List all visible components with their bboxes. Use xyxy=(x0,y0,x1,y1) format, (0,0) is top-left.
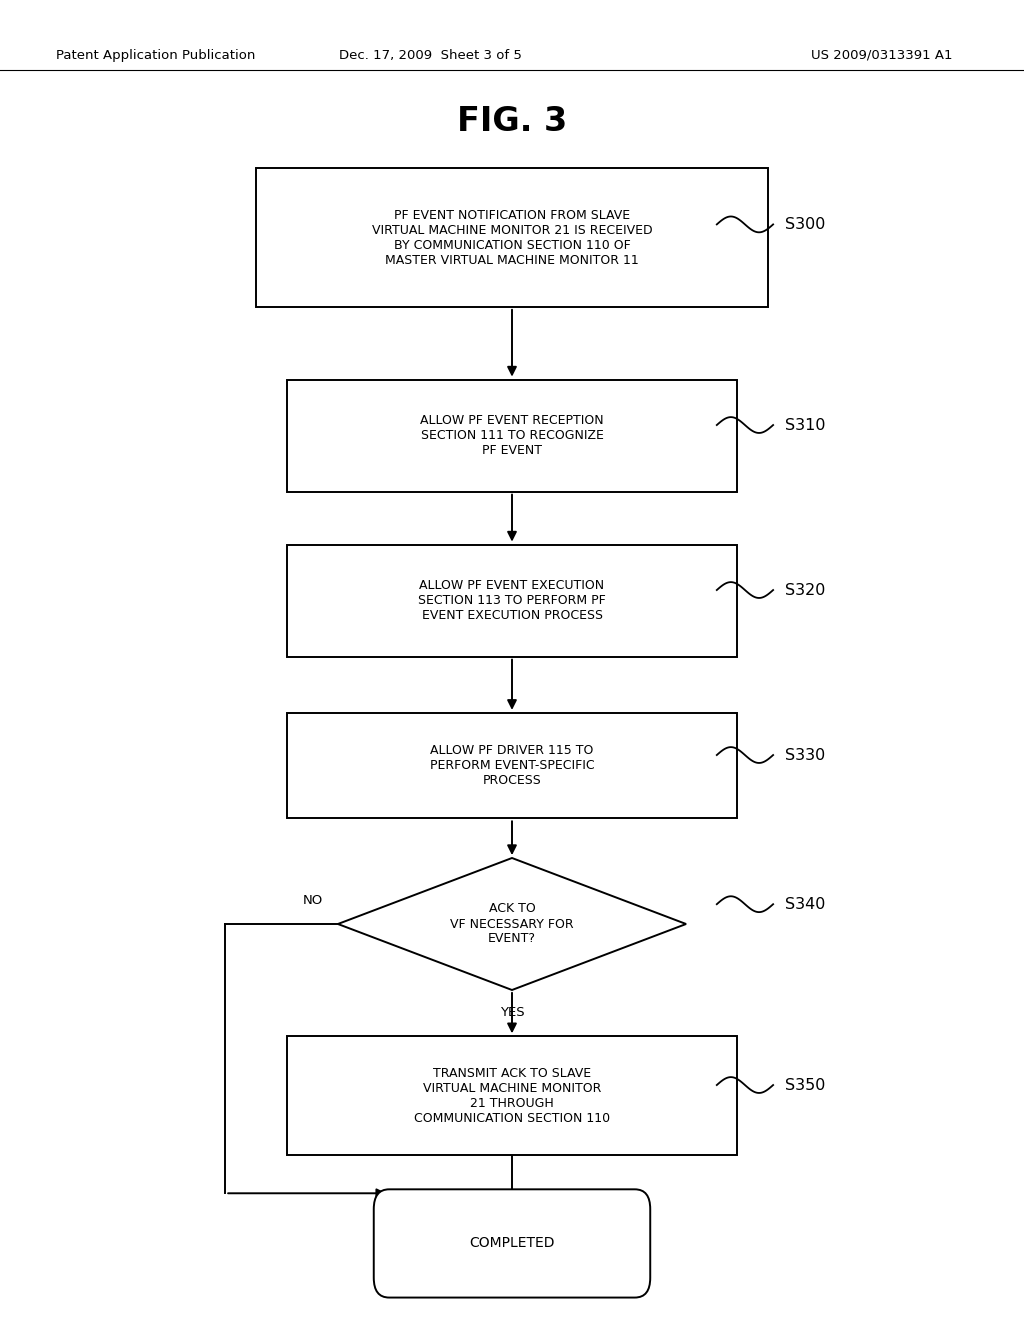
Text: YES: YES xyxy=(500,1006,524,1019)
Text: S330: S330 xyxy=(785,747,825,763)
FancyBboxPatch shape xyxy=(287,544,737,656)
FancyBboxPatch shape xyxy=(287,380,737,491)
Text: TRANSMIT ACK TO SLAVE
VIRTUAL MACHINE MONITOR
21 THROUGH
COMMUNICATION SECTION 1: TRANSMIT ACK TO SLAVE VIRTUAL MACHINE MO… xyxy=(414,1067,610,1125)
Text: Dec. 17, 2009  Sheet 3 of 5: Dec. 17, 2009 Sheet 3 of 5 xyxy=(339,49,521,62)
Text: US 2009/0313391 A1: US 2009/0313391 A1 xyxy=(811,49,952,62)
Text: ALLOW PF EVENT EXECUTION
SECTION 113 TO PERFORM PF
EVENT EXECUTION PROCESS: ALLOW PF EVENT EXECUTION SECTION 113 TO … xyxy=(418,579,606,622)
Text: ALLOW PF DRIVER 115 TO
PERFORM EVENT-SPECIFIC
PROCESS: ALLOW PF DRIVER 115 TO PERFORM EVENT-SPE… xyxy=(430,744,594,787)
Text: NO: NO xyxy=(302,894,323,907)
Text: ACK TO
VF NECESSARY FOR
EVENT?: ACK TO VF NECESSARY FOR EVENT? xyxy=(451,903,573,945)
Text: Patent Application Publication: Patent Application Publication xyxy=(56,49,256,62)
Polygon shape xyxy=(338,858,686,990)
Text: PF EVENT NOTIFICATION FROM SLAVE
VIRTUAL MACHINE MONITOR 21 IS RECEIVED
BY COMMU: PF EVENT NOTIFICATION FROM SLAVE VIRTUAL… xyxy=(372,209,652,267)
Text: FIG. 3: FIG. 3 xyxy=(457,106,567,139)
Text: S310: S310 xyxy=(785,417,826,433)
FancyBboxPatch shape xyxy=(287,713,737,818)
Text: S320: S320 xyxy=(785,582,825,598)
Text: S350: S350 xyxy=(785,1077,825,1093)
FancyBboxPatch shape xyxy=(374,1189,650,1298)
Text: S340: S340 xyxy=(785,896,825,912)
Text: ALLOW PF EVENT RECEPTION
SECTION 111 TO RECOGNIZE
PF EVENT: ALLOW PF EVENT RECEPTION SECTION 111 TO … xyxy=(420,414,604,457)
Text: S300: S300 xyxy=(785,216,825,232)
FancyBboxPatch shape xyxy=(287,1036,737,1155)
FancyBboxPatch shape xyxy=(256,169,768,308)
Text: COMPLETED: COMPLETED xyxy=(469,1237,555,1250)
